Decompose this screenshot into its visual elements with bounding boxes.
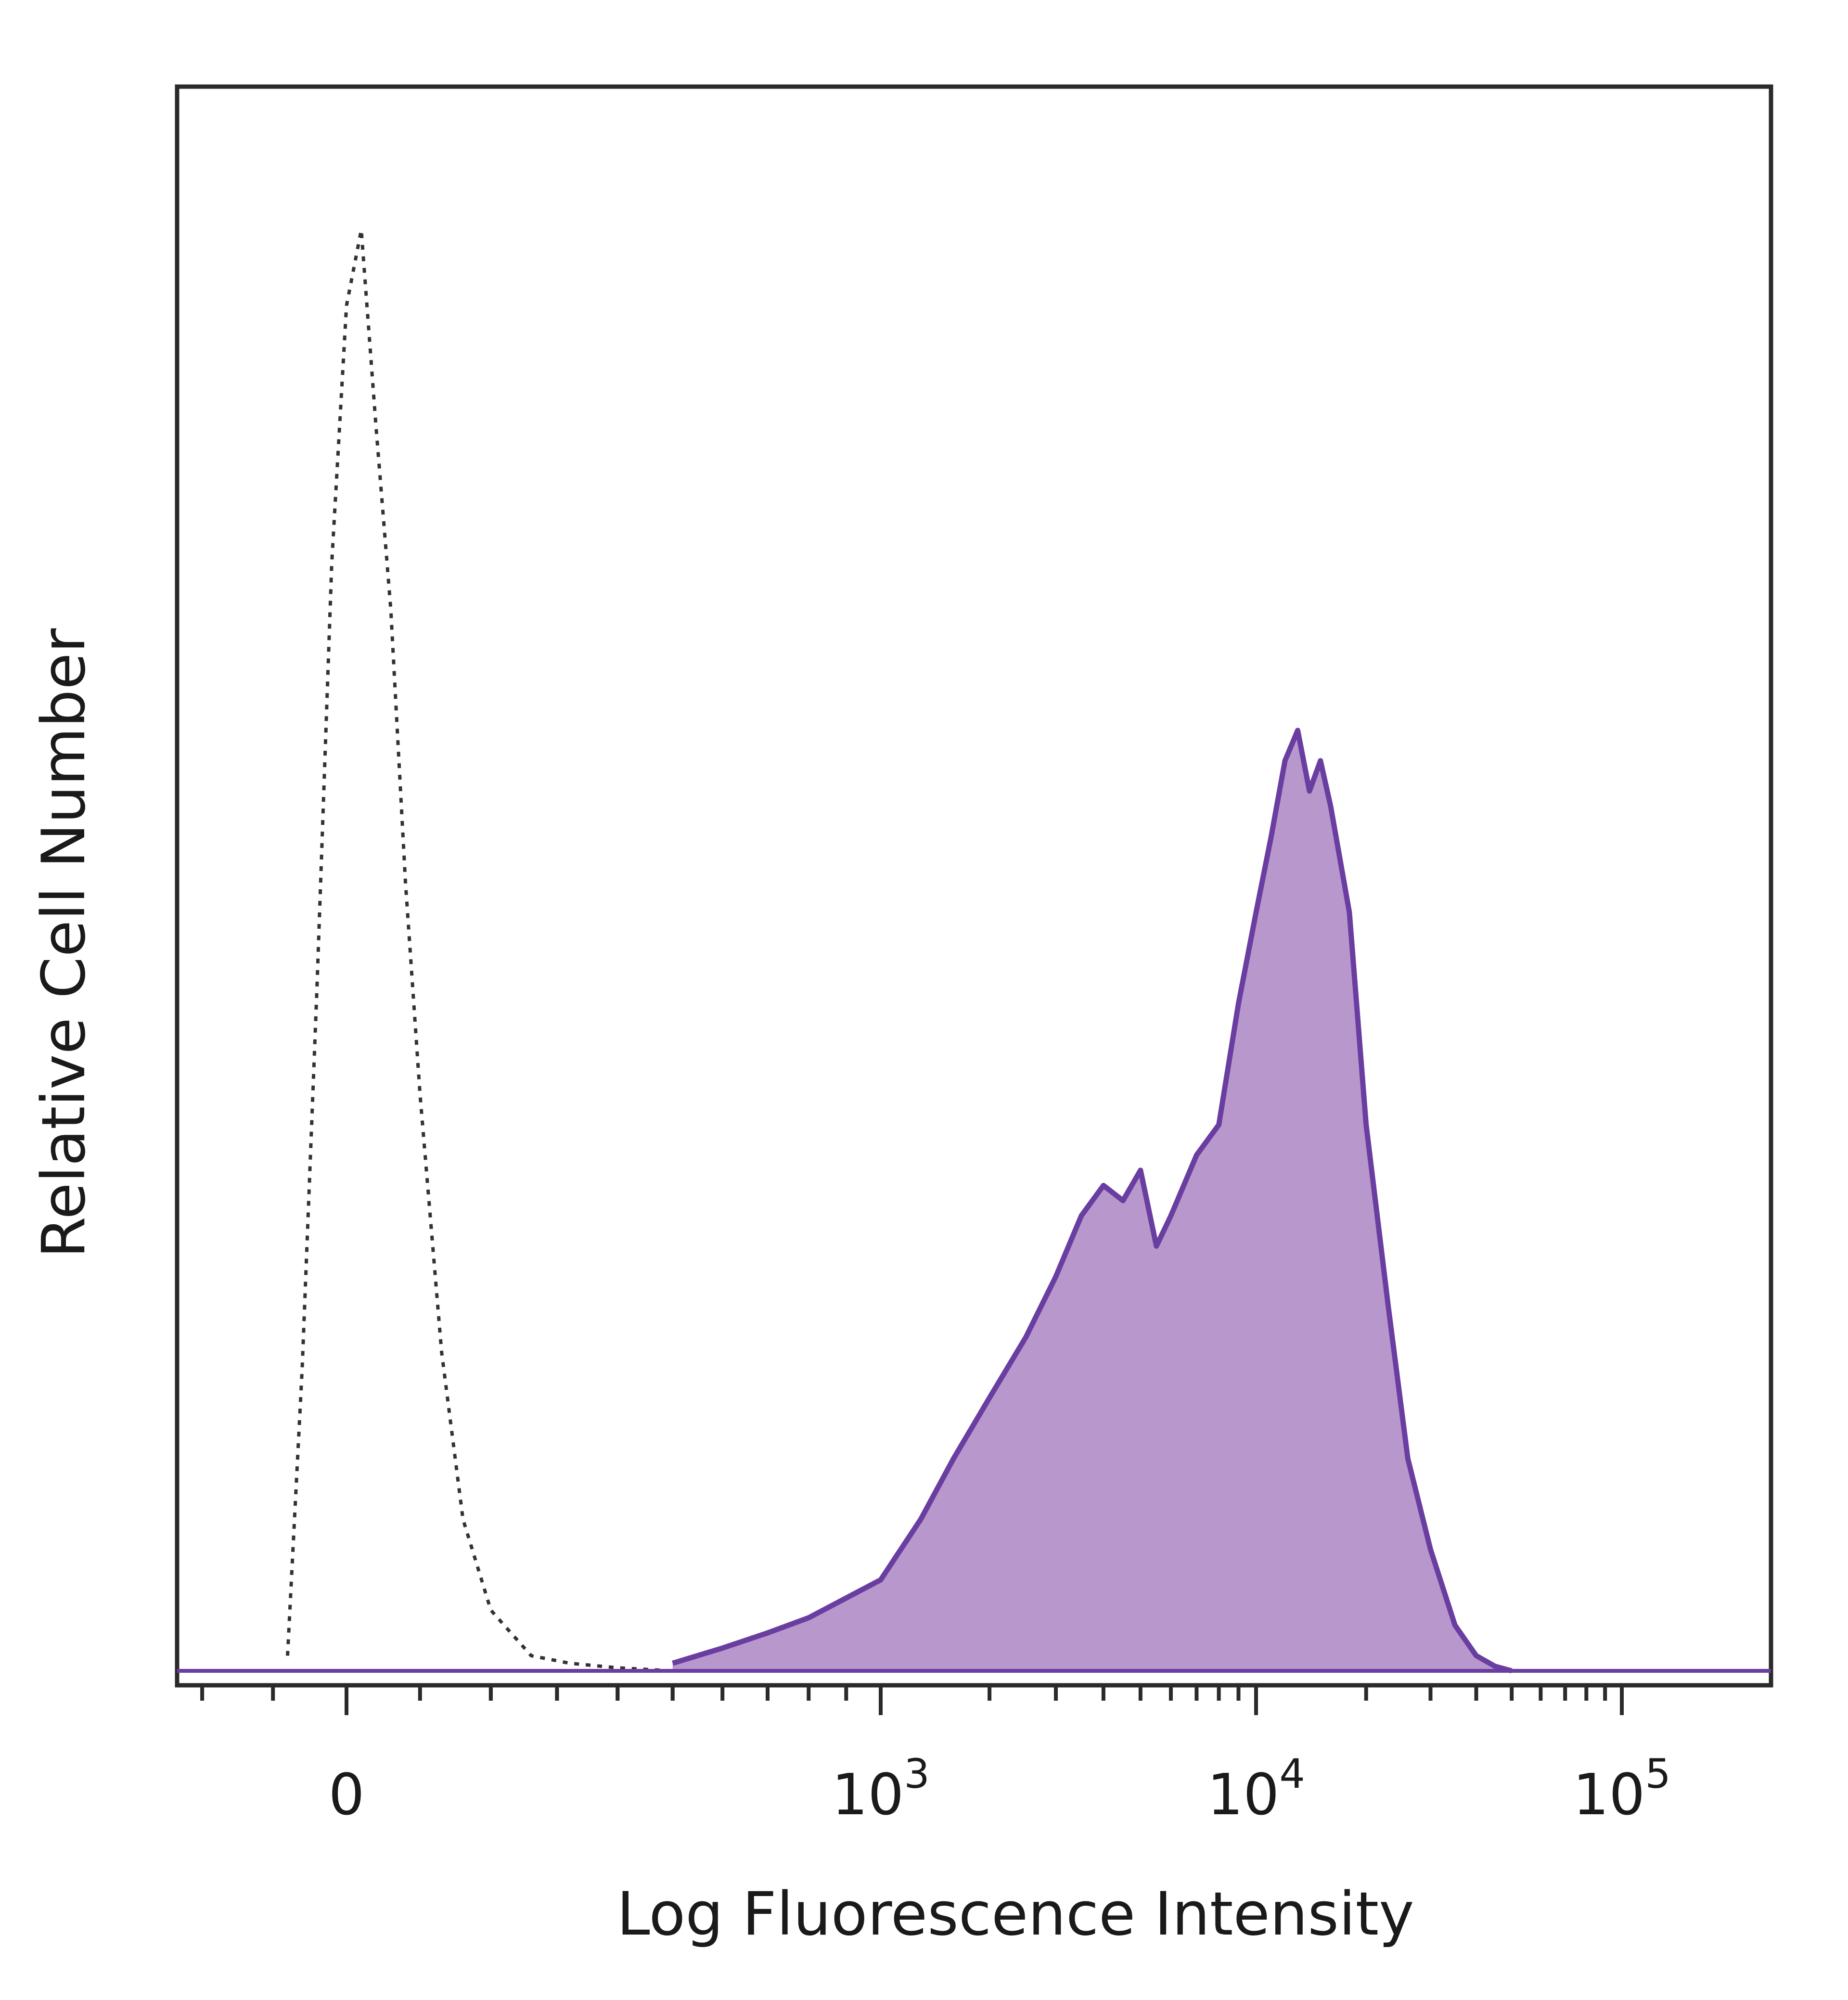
series-1-line (672, 728, 1513, 1674)
ticks-layer (200, 1685, 1624, 1715)
x-axis-title: Log Fluorescence Intensity (617, 1880, 1414, 1949)
y-axis-title: Relative Cell Number (29, 628, 99, 1258)
x-tick-label: 0 (328, 1761, 364, 1828)
plot-frame (175, 84, 1773, 1688)
x-tick-label: 105 (1573, 1750, 1671, 1828)
tick-labels-layer: 0 103 104 105 (328, 1750, 1670, 1828)
series-layer (177, 228, 1771, 1674)
x-tick-label: 104 (1207, 1750, 1305, 1828)
series-0-line (286, 228, 673, 1673)
x-tick-label: 103 (832, 1750, 930, 1828)
series-1-area (672, 730, 1512, 1671)
